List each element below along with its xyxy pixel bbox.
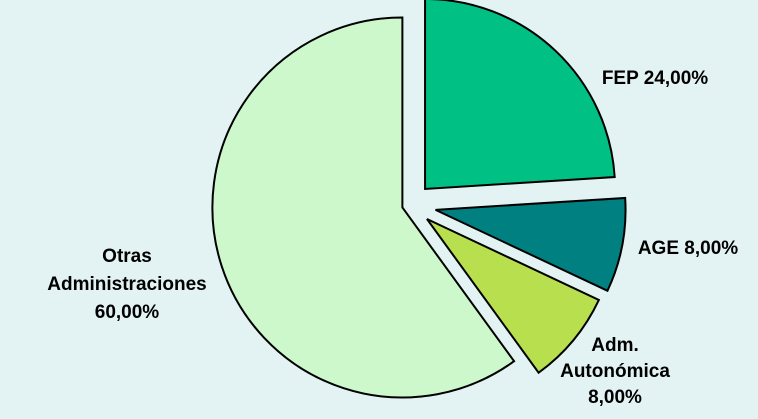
pie-slice-age [435, 196, 627, 293]
slice-label-adm-auton-mica: Adm. Autonómica 8,00% [560, 335, 670, 408]
pie-slice-otras-administraciones [211, 16, 516, 399]
slice-label-age: AGE 8,00% [638, 238, 738, 259]
pie-slices [211, 0, 627, 399]
slice-label-otras-administraciones: Otras Administraciones 60,00% [47, 246, 206, 323]
slice-label-fep: FEP 24,00% [602, 68, 708, 89]
pie-slice-adm-auton-mica [426, 218, 601, 375]
pie-labels: FEP 24,00% AGE 8,00% Adm. Autonómica 8,00% Ot… [47, 68, 738, 408]
pie-slice-fep [424, 0, 616, 191]
